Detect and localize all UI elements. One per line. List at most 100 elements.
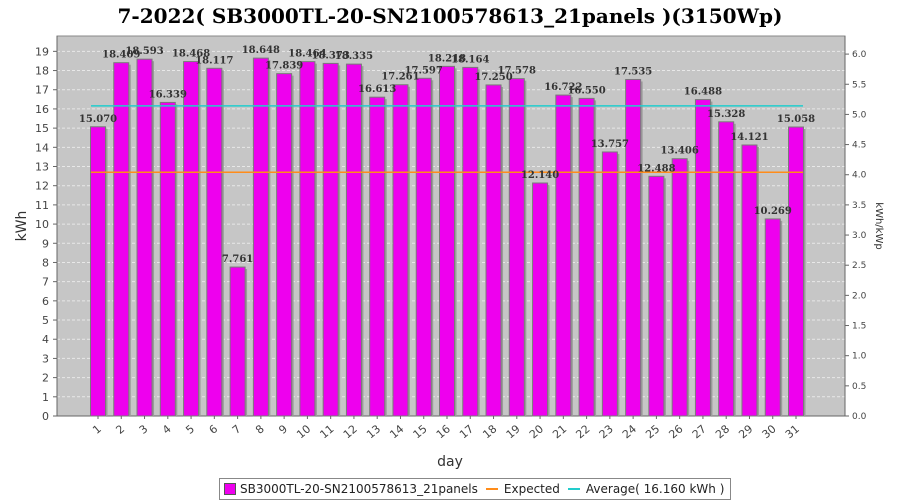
y-tick-label: 7	[42, 276, 49, 289]
y-tick-label: 17	[35, 84, 49, 97]
bar-value-label: 17.839	[265, 61, 303, 72]
legend-item-average: Average( 16.160 kWh )	[567, 482, 725, 496]
legend: SB3000TL-20-SN2100578613_21panels Expect…	[219, 478, 732, 500]
x-tick-label: 13	[364, 422, 383, 441]
bar	[532, 182, 549, 417]
bar-value-label: 16.339	[149, 89, 187, 100]
bar-value-label: 18.117	[195, 55, 233, 66]
bar	[183, 61, 200, 417]
bar	[625, 78, 642, 417]
y2-tick-label: 4.5	[852, 141, 866, 151]
x-tick-label: 14	[387, 422, 406, 441]
y-tick-label: 15	[35, 122, 49, 135]
bar	[485, 84, 502, 417]
bar	[555, 94, 572, 417]
y-axis-title: kWh	[14, 211, 30, 242]
bar-value-label: 7.761	[222, 254, 253, 265]
legend-item-production: SB3000TL-20-SN2100578613_21panels	[224, 482, 478, 496]
legend-label-production: SB3000TL-20-SN2100578613_21panels	[240, 482, 478, 496]
x-tick-label: 7	[230, 422, 244, 436]
bar-value-label: 12.488	[637, 163, 675, 174]
bar	[392, 84, 409, 417]
bar-value-label: 17.578	[498, 66, 536, 77]
x-tick-label: 27	[690, 422, 709, 441]
x-tick-label: 23	[597, 422, 616, 441]
bar	[671, 158, 688, 417]
x-tick-label: 16	[434, 422, 453, 441]
y2-tick-label: 3.5	[852, 201, 866, 211]
y-tick-label: 8	[42, 256, 49, 269]
x-tick-label: 31	[783, 422, 802, 441]
bar-value-label: 18.164	[451, 54, 489, 65]
x-tick-label: 30	[760, 422, 779, 441]
y-tick-label: 14	[35, 141, 49, 154]
y2-tick-label: 4.0	[852, 171, 867, 181]
bar	[252, 57, 269, 417]
y2-tick-label: 6.0	[852, 50, 867, 60]
bar	[90, 126, 106, 417]
y2-tick-label: 5.0	[852, 110, 867, 120]
bar	[439, 65, 455, 417]
y2-tick-label: 5.5	[852, 80, 866, 90]
x-tick-label: 29	[736, 422, 755, 441]
bar-value-label: 17.261	[381, 72, 419, 83]
legend-label-expected: Expected	[503, 482, 560, 496]
bar	[159, 101, 176, 417]
y-tick-label: 0	[42, 410, 49, 423]
bar-value-label: 13.406	[661, 146, 699, 157]
bar	[764, 218, 781, 417]
x-tick-label: 5	[183, 422, 197, 436]
legend-swatch-average	[567, 488, 580, 490]
bar-value-label: 16.488	[684, 87, 722, 98]
y-tick-label: 10	[35, 218, 49, 231]
y-tick-label: 16	[35, 103, 49, 116]
bar-value-label: 14.121	[730, 132, 768, 143]
legend-label-average: Average( 16.160 kWh )	[585, 482, 725, 496]
bar-value-label: 18.468	[172, 49, 210, 60]
x-tick-label: 4	[160, 422, 174, 436]
y2-tick-label: 3.0	[852, 231, 867, 241]
bar-value-label: 17.250	[474, 72, 512, 83]
x-tick-label: 26	[667, 422, 686, 441]
bar-value-label: 16.613	[358, 84, 396, 95]
x-tick-label: 9	[276, 422, 290, 436]
x-tick-label: 25	[643, 422, 662, 441]
bar	[788, 126, 804, 417]
bar	[206, 67, 223, 417]
x-tick-label: 6	[207, 422, 221, 436]
x-axis-title: day	[437, 454, 463, 470]
bar	[648, 175, 665, 417]
bar	[415, 77, 432, 417]
y-tick-label: 6	[42, 295, 49, 308]
legend-swatch-expected	[485, 488, 498, 490]
x-tick-label: 21	[550, 422, 569, 441]
x-tick-label: 12	[341, 422, 360, 441]
y-tick-label: 3	[42, 352, 49, 365]
y2-tick-label: 0.5	[852, 382, 866, 392]
bar-value-label: 15.070	[79, 114, 117, 125]
bar-value-label: 18.409	[102, 50, 140, 61]
x-tick-label: 18	[480, 422, 499, 441]
y-tick-label: 1	[42, 391, 49, 404]
x-tick-label: 20	[527, 422, 546, 441]
bar-value-label: 13.757	[591, 139, 629, 150]
bar	[718, 121, 735, 417]
x-tick-label: 11	[318, 422, 337, 441]
y2-tick-label: 0.0	[852, 412, 867, 422]
bar-value-label: 18.373	[312, 50, 350, 61]
bar-value-label: 15.328	[707, 109, 745, 120]
legend-item-expected: Expected	[485, 482, 560, 496]
bar	[462, 66, 479, 417]
bar	[741, 144, 758, 417]
y2-tick-label: 2.0	[852, 291, 867, 301]
bar-value-label: 10.269	[754, 206, 792, 217]
bar-value-label: 18.593	[125, 46, 163, 57]
bar	[322, 62, 339, 417]
bar-value-label: 18.335	[335, 51, 373, 62]
bar	[136, 58, 153, 417]
x-tick-label: 8	[253, 422, 267, 436]
bar	[369, 96, 386, 417]
chart-title: 7-2022( SB3000TL-20-SN2100578613_21panel…	[117, 4, 783, 28]
y-tick-label: 19	[35, 45, 49, 58]
